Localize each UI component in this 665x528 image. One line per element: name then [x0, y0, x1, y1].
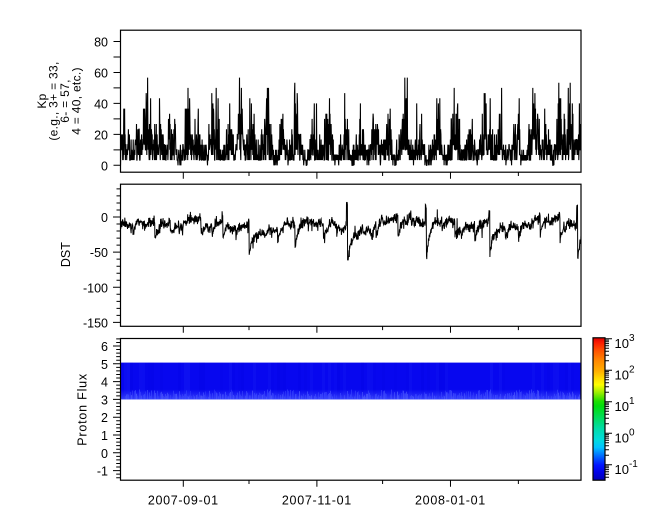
svg-text:4: 4: [101, 376, 108, 390]
svg-text:(e.g., 3+ = 33,: (e.g., 3+ = 33,: [46, 61, 60, 140]
svg-text:20: 20: [94, 128, 108, 142]
svg-text:0: 0: [101, 211, 108, 225]
svg-text:2008-01-01: 2008-01-01: [415, 493, 486, 507]
svg-text:2: 2: [101, 411, 108, 425]
svg-text:3: 3: [101, 393, 108, 407]
svg-text:60: 60: [94, 66, 108, 80]
svg-text:-150: -150: [83, 316, 108, 330]
svg-text:0: 0: [101, 159, 108, 173]
svg-text:Proton Flux: Proton Flux: [75, 373, 89, 446]
svg-text:5: 5: [101, 358, 108, 372]
svg-text:DST: DST: [59, 242, 73, 267]
svg-text:6- = 57,: 6- = 57,: [58, 79, 72, 122]
svg-text:-50: -50: [90, 246, 108, 260]
svg-text:2007-11-01: 2007-11-01: [282, 493, 352, 507]
svg-text:-1: -1: [97, 465, 108, 479]
svg-text:80: 80: [94, 35, 108, 49]
svg-text:4 = 40, etc.): 4 = 40, etc.): [69, 67, 83, 135]
svg-text:1: 1: [101, 429, 108, 443]
svg-text:6: 6: [101, 340, 108, 354]
svg-text:40: 40: [94, 97, 108, 111]
svg-text:0: 0: [101, 447, 108, 461]
svg-text:-100: -100: [83, 281, 108, 295]
svg-text:Kp: Kp: [35, 93, 49, 108]
svg-text:2007-09-01: 2007-09-01: [148, 493, 219, 507]
